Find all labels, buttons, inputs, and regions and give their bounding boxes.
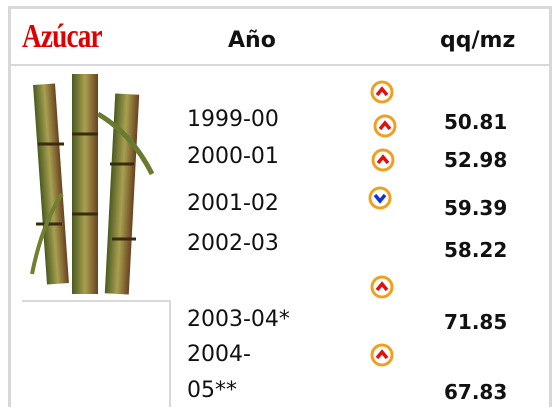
- value: 59.39: [444, 196, 508, 220]
- border-right: [549, 6, 552, 407]
- year: 2002-03: [187, 231, 279, 256]
- border-left: [8, 6, 11, 407]
- value: 50.81: [444, 110, 508, 134]
- year: 2004-05**: [187, 342, 251, 403]
- up-icon: [370, 343, 394, 367]
- up-icon: [370, 80, 394, 104]
- header-rule: [8, 64, 552, 66]
- value-header: qq/mz: [440, 28, 516, 53]
- up-icon: [373, 114, 397, 138]
- title: Azúcar: [22, 18, 103, 55]
- year: 2001-02: [187, 191, 279, 216]
- year-header: Año: [228, 28, 276, 53]
- sugarcane-image: [30, 74, 155, 295]
- value: 52.98: [444, 148, 508, 172]
- up-icon: [370, 275, 394, 299]
- year: 2003-04*: [187, 307, 290, 332]
- down-icon: [368, 186, 392, 210]
- value: 67.83: [444, 380, 508, 404]
- year: 2000-01: [187, 144, 279, 169]
- year: 1999-00: [187, 107, 279, 132]
- value: 71.85: [444, 310, 508, 334]
- value: 58.22: [444, 238, 508, 262]
- image-rule: [22, 300, 170, 302]
- up-icon: [371, 148, 395, 172]
- border-top: [8, 6, 552, 9]
- column-rule: [169, 300, 171, 407]
